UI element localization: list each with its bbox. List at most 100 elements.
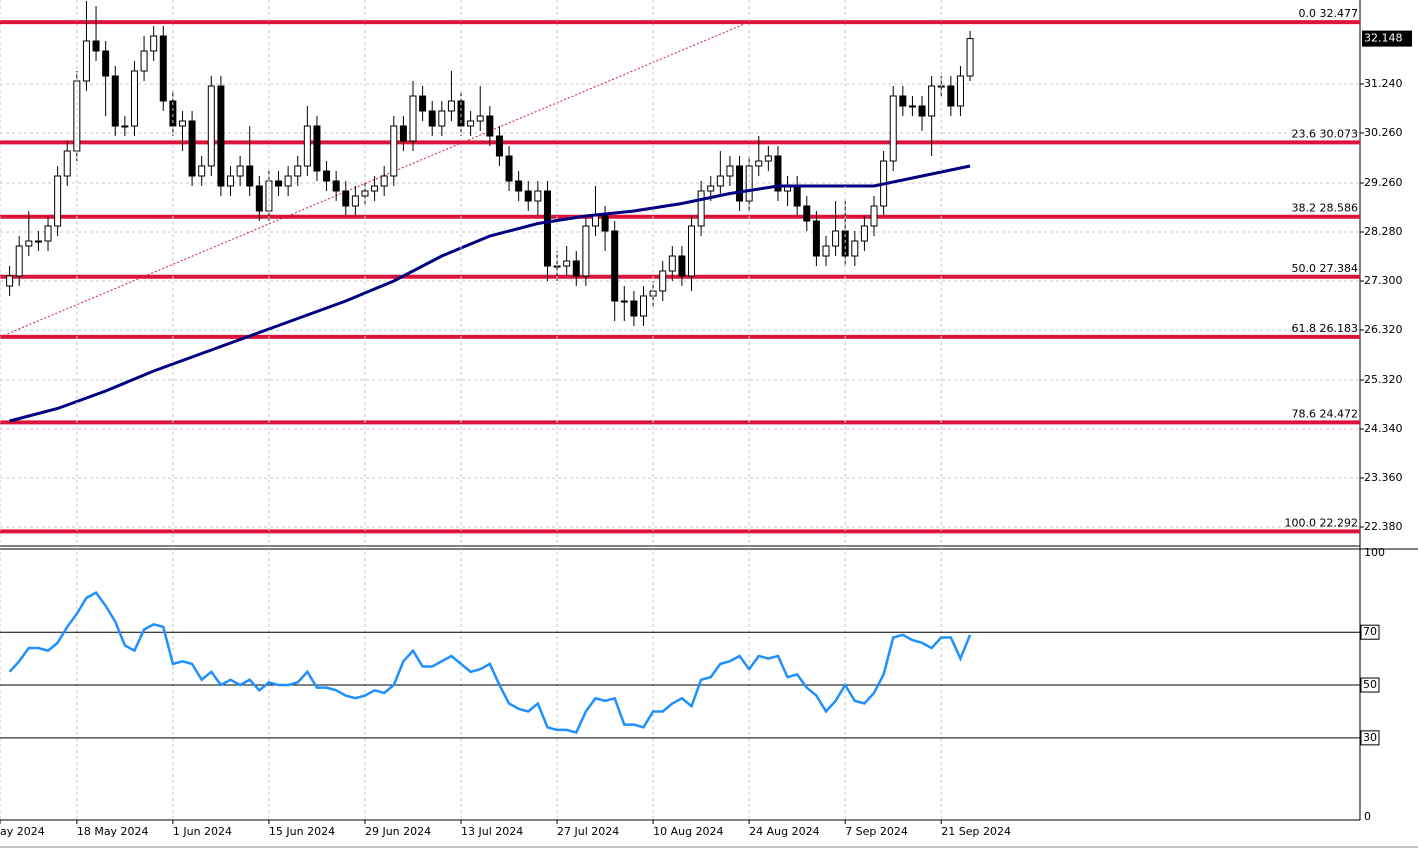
candle-body [524,190,532,202]
price-label-bg [1362,30,1412,47]
candle-body [505,155,513,182]
candle-body [44,225,52,242]
candle-body [227,175,235,187]
y-tick-label: 0 [1364,810,1371,823]
candle-body [870,205,878,227]
candle-body [966,38,974,77]
candle-body [889,95,897,162]
level-label: 50 [1363,678,1377,691]
x-tick-label: 27 Jul 2024 [557,825,619,838]
candle-body [111,75,119,127]
level-box [1360,624,1380,640]
candle-body [515,180,523,192]
y-tick-label: 31.240 [1364,77,1403,90]
candle-body [428,110,436,127]
candle-body [726,165,734,177]
x-tick-label: 7 Sep 2024 [845,825,908,838]
candle-body [611,230,619,302]
fib-label: 78.6 24.472 [1292,407,1358,420]
candle-body [284,175,292,187]
y-tick-label: 27.300 [1364,274,1403,287]
candle-body [140,50,148,72]
candle-body [438,110,446,127]
candle-body [947,85,955,107]
moving-average [9,164,971,423]
y-tick-label: 28.280 [1364,225,1403,238]
candle-body [178,120,186,127]
x-tick-label: 18 May 2024 [77,825,149,838]
candle-body [476,115,484,122]
candle-body [688,225,696,277]
candle-body [447,100,455,112]
candle-body [236,165,244,177]
trend-line [0,21,750,338]
candle-body [399,125,407,142]
candle-body [332,180,340,192]
y-tick-label: 22.380 [1364,520,1403,533]
candle-body [130,70,138,127]
candle-body [92,40,100,52]
level-label: 70 [1363,625,1377,638]
candle-body [217,85,225,187]
candle-body [640,295,648,317]
candle-body [486,115,494,137]
fib-label: 61.8 26.183 [1292,322,1358,335]
candle-body [832,230,840,247]
candle-body [812,220,820,257]
candle-body [351,195,359,207]
last-price-label: 32.148 [1364,32,1403,45]
candle-body [582,225,590,277]
y-tick-label: 26.320 [1364,323,1403,336]
candle-body [956,75,964,107]
fib-label: 23.6 30.073 [1292,127,1358,140]
x-tick-label: 10 Aug 2024 [653,825,723,838]
candle-body [34,240,42,243]
candle-body [860,225,868,242]
candle-body [822,245,830,257]
candle-body [294,165,302,177]
candle-body [908,105,916,108]
candle-body [409,95,417,142]
candle-body [591,215,599,227]
level-label: 30 [1363,731,1377,744]
candle-body [736,165,744,202]
candle-body [275,180,283,187]
y-tick-label: 24.340 [1364,422,1403,435]
candle-body [467,120,475,127]
candle-body [563,260,571,267]
y-tick-label: 29.260 [1364,176,1403,189]
candle-body [15,245,23,277]
x-tick-label: 24 Aug 2024 [749,825,819,838]
candle-body [255,185,263,212]
candle-body [495,135,503,157]
candle-body [121,125,129,128]
candle-body [697,190,705,227]
candle-body [534,190,542,202]
candle-body [543,190,551,267]
candle-body [102,50,110,77]
candle-body [207,85,215,167]
candle-body [630,300,638,317]
candle-body [803,205,811,222]
candle-body [899,95,907,107]
candle-body [716,175,724,187]
candle-body [303,125,311,167]
candle-body [25,240,33,247]
candle-body [342,190,350,207]
candle-body [54,175,62,227]
candle-body [745,165,753,202]
candle-body [246,165,254,187]
candle-body [150,35,158,52]
x-tick-label: 1 Jun 2024 [173,825,232,838]
candle-body [668,255,676,272]
fib-label: 0.0 32.477 [1299,7,1358,20]
candle-body [313,125,321,172]
level-box [1360,730,1380,746]
candle-body [601,215,609,232]
y-tick-label: 30.260 [1364,126,1403,139]
candle-body [6,275,14,287]
candle-body [755,160,763,167]
candle-body [572,260,580,277]
y-tick-label: 23.360 [1364,471,1403,484]
